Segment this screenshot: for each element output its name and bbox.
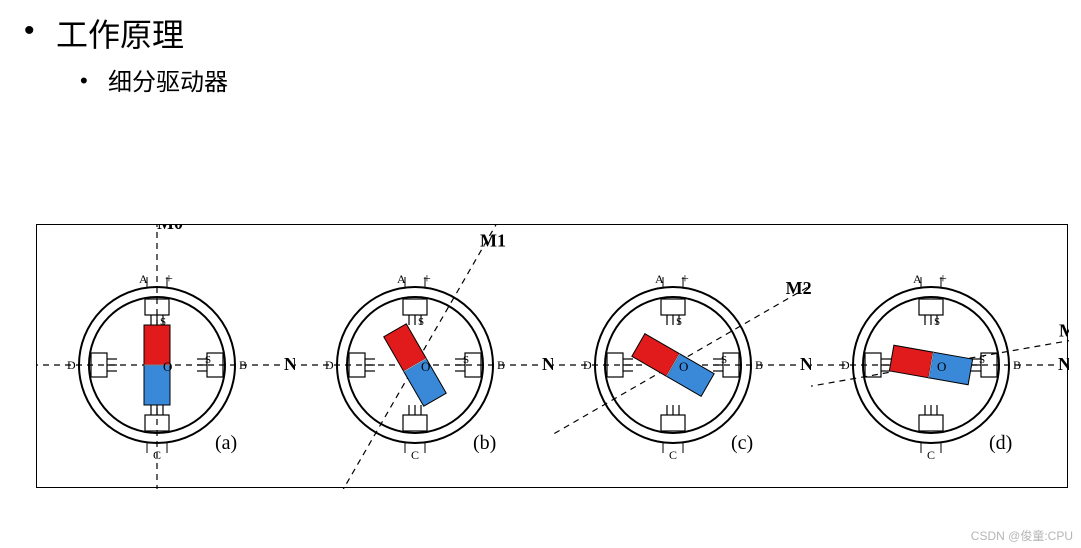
svg-text:C: C xyxy=(411,448,419,462)
m-axis-label: M2 xyxy=(786,278,811,298)
n-axis-label: N0 xyxy=(284,354,295,374)
panel-caption: (a) xyxy=(215,432,237,454)
motor-panel-b: S S O A + C D B M1 N1 (b) xyxy=(295,225,553,489)
svg-text:B: B xyxy=(497,358,505,372)
bullet-level1: • xyxy=(24,14,35,48)
center-label: O xyxy=(421,359,430,374)
svg-text:C: C xyxy=(927,448,935,462)
n-axis-label: N2 xyxy=(800,354,811,374)
svg-text:B: B xyxy=(239,358,247,372)
motor-panel-d: S S O A + C D B M3 N3 (d) xyxy=(811,225,1069,489)
svg-text:D: D xyxy=(325,358,334,372)
center-label: O xyxy=(163,359,172,374)
center-label: O xyxy=(937,359,946,374)
motor-panel-c: S S O A + C D B M2 N2 (c) xyxy=(553,225,811,489)
bullet-level2: • xyxy=(80,68,88,94)
m-axis-label: M3 xyxy=(1059,320,1069,340)
svg-text:C: C xyxy=(153,448,161,462)
svg-text:C: C xyxy=(669,448,677,462)
svg-text:S: S xyxy=(934,316,940,328)
n-axis-label: N1 xyxy=(542,354,553,374)
svg-text:S: S xyxy=(979,354,985,366)
svg-text:D: D xyxy=(841,358,850,372)
svg-text:B: B xyxy=(1013,358,1021,372)
svg-text:+: + xyxy=(939,272,947,287)
m-axis-label: M1 xyxy=(480,230,506,250)
svg-text:D: D xyxy=(583,358,592,372)
panel-caption: (b) xyxy=(473,432,496,454)
m-axis-label: M0 xyxy=(157,225,183,233)
svg-text:B: B xyxy=(755,358,763,372)
center-label: O xyxy=(679,359,688,374)
svg-text:+: + xyxy=(423,272,431,287)
panel-caption: (d) xyxy=(989,432,1012,454)
heading-level2: 细分驱动器 xyxy=(108,62,228,97)
svg-text:+: + xyxy=(681,272,689,287)
svg-text:S: S xyxy=(676,316,682,328)
svg-text:S: S xyxy=(418,316,424,328)
svg-text:S: S xyxy=(721,354,727,366)
svg-text:S: S xyxy=(205,354,211,366)
heading-level1: 工作原理 xyxy=(56,10,184,56)
watermark-text: CSDN @俊童:CPU xyxy=(971,527,1073,544)
svg-text:+: + xyxy=(165,272,173,287)
svg-text:D: D xyxy=(67,358,76,372)
panel-caption: (c) xyxy=(731,432,753,454)
svg-text:S: S xyxy=(463,354,469,366)
motor-panel-a: S S O A + C D B M0 N0 (a) xyxy=(37,225,295,489)
n-axis-label: N3 xyxy=(1058,354,1069,374)
motor-diagram-figure: S S O A + C D B M0 N0 (a) S S O xyxy=(36,224,1068,488)
